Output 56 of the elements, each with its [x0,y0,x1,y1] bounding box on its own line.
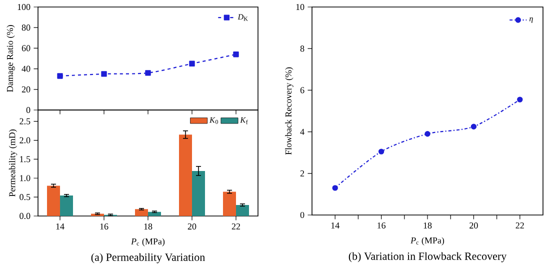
x-tick-label: 14 [56,223,64,230]
y-tick-label: 100 [18,4,30,10]
x-tick-label: 18 [144,223,152,230]
y-tick-label: 4 [300,128,304,135]
legend-label: η [529,17,533,23]
bar [236,205,249,216]
y-tick-label: 2.5 [20,118,30,124]
point [378,148,384,154]
y-tick-label: 20 [22,86,30,92]
y-tick-label: 1.5 [20,156,30,162]
x-tick-label: 16 [378,222,386,229]
bar [222,192,236,216]
x-tick-label: 22 [232,223,240,230]
x-tick-label: 18 [424,222,432,229]
y-tick-label: 8 [300,46,304,52]
y-axis-title: Damage Ratio (%) [6,25,15,92]
x-axis-title: P$_{c}$ (MPa) [410,237,444,246]
text: (a) Permeability Variation [91,253,205,264]
point [145,70,151,76]
y-tick-label: 0 [26,106,30,114]
legend-label: K$_{f}$ [240,117,248,124]
x-tick-label: 20 [188,223,196,230]
legend-label: D$_{K}$ [238,14,248,21]
point [332,185,338,191]
y-tick-label: 0 [300,212,304,218]
y-tick-label: 2 [300,170,304,176]
y-tick-label: 0.0 [20,212,30,220]
y-tick-label: 80 [22,24,30,31]
x-tick-label: 14 [331,222,340,228]
y-tick-label: 6 [300,87,304,94]
point [517,96,523,102]
legend-label: K$_{0}$ [209,117,218,124]
y-tick-label: 10 [296,4,304,10]
point [424,131,430,137]
bar [192,170,205,216]
y-tick-label: 40 [22,66,30,72]
bar [47,186,60,216]
bar [60,196,74,216]
x-tick-label: 22 [516,222,524,228]
point [470,124,477,130]
y-tick-label: 0.5 [20,194,30,200]
point [233,52,239,58]
y-tick-label: 2.0 [20,137,30,144]
bar [135,209,148,216]
y-tick-label: 1.0 [20,175,30,182]
x-axis-title: P$_{c}$ (MPa) [131,238,165,246]
point [101,71,107,77]
x-tick-label: 20 [470,222,478,229]
point [189,60,195,66]
y-tick-label: 60 [22,45,30,52]
point [57,73,63,79]
x-tick-label: 16 [100,223,108,230]
text: (b) Variation in Flowback Recovery [348,252,507,262]
bar [179,134,192,216]
y-axis-title: Permeability (mD) [8,130,18,197]
y-axis-title: Flowback Recovery (%) [285,67,294,155]
